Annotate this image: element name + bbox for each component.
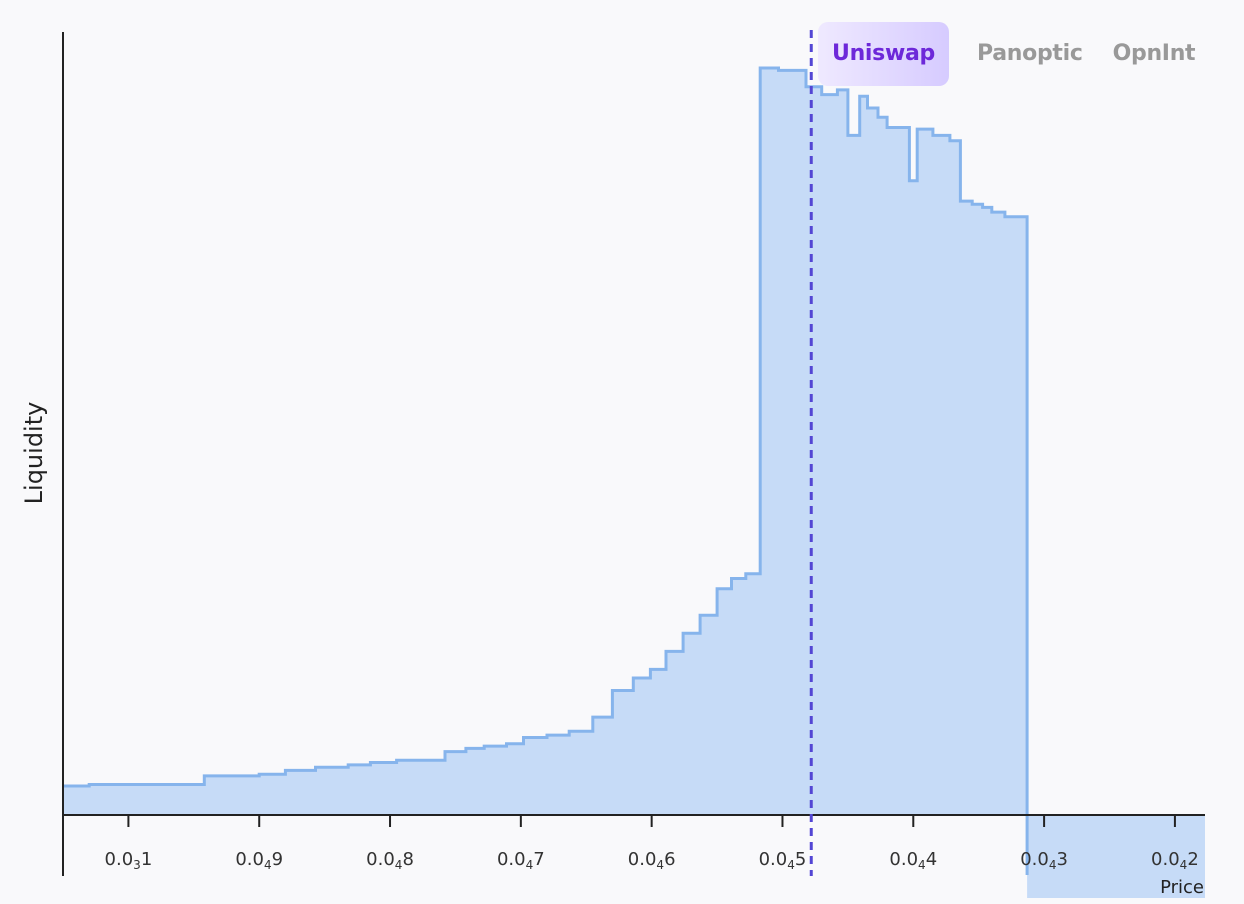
- x-tick-label-main: 0.0: [759, 849, 788, 870]
- x-tick-label: 0.031: [105, 849, 153, 872]
- x-tick-label-sub: 4: [1049, 858, 1057, 872]
- x-tick-label: 0.045: [759, 849, 807, 872]
- tab-uniswap[interactable]: Uniswap: [818, 22, 949, 86]
- x-tick-label-end: 1: [141, 849, 152, 870]
- x-tick-label-end: 2: [1187, 849, 1198, 870]
- x-tick-label: 0.044: [889, 849, 937, 872]
- x-tick-label-end: 3: [1057, 849, 1068, 870]
- x-tick-label-main: 0.0: [105, 849, 134, 870]
- x-tick-label: 0.043: [1020, 849, 1068, 872]
- x-tick-label: 0.042: [1151, 849, 1199, 872]
- tab-panoptic[interactable]: Panoptic: [976, 41, 1083, 66]
- x-tick-label-main: 0.0: [497, 849, 526, 870]
- x-tick-label: 0.049: [235, 849, 283, 872]
- x-tick-label-sub: 4: [918, 858, 926, 872]
- liquidity-fill: [63, 68, 1205, 898]
- x-tick-label: 0.046: [628, 849, 676, 872]
- x-tick-label-end: 7: [533, 849, 544, 870]
- x-tick-label-end: 9: [272, 849, 283, 870]
- x-tick-label-main: 0.0: [1151, 849, 1180, 870]
- x-tick-label-sub: 4: [1180, 858, 1188, 872]
- x-tick-label-sub: 4: [264, 858, 272, 872]
- x-tick-label-sub: 4: [787, 858, 795, 872]
- x-tick-label-end: 4: [926, 849, 937, 870]
- x-tick-label-main: 0.0: [366, 849, 395, 870]
- x-tick-label-sub: 4: [656, 858, 664, 872]
- x-axis-ticks: 0.031 0.049 0.048 0.047 0.046 0.045 0.044 0.043…: [105, 815, 1199, 872]
- x-tick-label-sub: 3: [133, 858, 141, 872]
- liquidity-outline: [63, 66, 1029, 875]
- protocol-tabs: Uniswap Panoptic OpnInt: [818, 22, 1211, 86]
- x-tick-label-end: 6: [664, 849, 675, 870]
- x-axis-label: Price: [1160, 877, 1204, 898]
- liquidity-area: [63, 66, 1205, 898]
- x-tick-label-main: 0.0: [628, 849, 657, 870]
- x-tick-label-main: 0.0: [889, 849, 918, 870]
- x-tick-label-sub: 4: [526, 858, 534, 872]
- x-tick-label: 0.047: [497, 849, 545, 872]
- x-tick-label-main: 0.0: [235, 849, 264, 870]
- x-tick-label-end: 5: [795, 849, 806, 870]
- tab-opnint[interactable]: OpnInt: [1112, 41, 1196, 66]
- x-tick-label-sub: 4: [395, 858, 403, 872]
- y-axis-label: Liquidity: [20, 401, 48, 505]
- x-tick-label: 0.048: [366, 849, 414, 872]
- x-tick-label-main: 0.0: [1020, 849, 1049, 870]
- x-tick-label-end: 8: [402, 849, 413, 870]
